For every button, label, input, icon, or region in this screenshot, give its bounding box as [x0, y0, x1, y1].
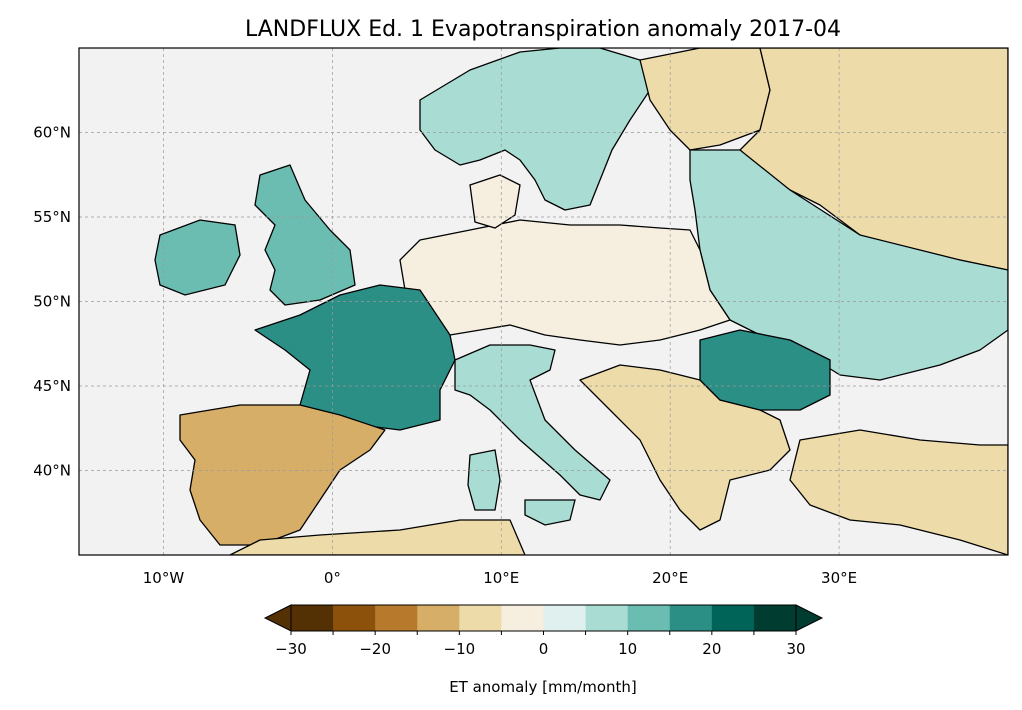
colorbar-tick-label: −30 — [275, 640, 307, 658]
colorbar-tick-label: −10 — [444, 640, 476, 658]
colorbar — [263, 604, 824, 632]
map-frame — [78, 47, 1009, 556]
region-finland — [639, 48, 771, 151]
colorbar-segment — [627, 605, 671, 631]
colorbar-tick-label: 30 — [786, 640, 805, 658]
region-turkey — [789, 429, 1008, 555]
region-sicily — [524, 499, 576, 526]
lon-tick-label: 10°W — [143, 569, 185, 587]
lon-tick-label: 20°E — [652, 569, 688, 587]
lon-tick-label: 30°E — [821, 569, 857, 587]
longitude-ticks: 10°W 0° 10°E 20°E 30°E — [143, 569, 857, 587]
colorbar-label: ET anomaly [mm/month] — [449, 678, 637, 696]
region-denmark — [469, 174, 521, 229]
colorbar-segment — [459, 605, 502, 631]
colorbar-segment — [585, 605, 629, 631]
colorbar-segment — [333, 605, 376, 631]
lat-tick-label: 45°N — [33, 377, 71, 395]
colorbar-segment — [669, 605, 713, 631]
colorbar-segment — [417, 605, 460, 631]
colorbar-tick-label: −20 — [359, 640, 391, 658]
region-italy — [454, 344, 611, 501]
colorbar-segment — [375, 605, 418, 631]
colorbar-ticks: −30 −20 −10 0 10 20 30 — [275, 631, 806, 658]
map-title: LANDFLUX Ed. 1 Evapotranspiration anomal… — [245, 17, 841, 42]
region-romania — [699, 329, 831, 411]
map-gridlines — [79, 48, 1008, 555]
region-sardinia — [467, 449, 501, 511]
lat-tick-label: 55°N — [33, 208, 71, 226]
colorbar-segment — [753, 605, 797, 631]
region-central-europe — [399, 219, 731, 346]
colorbar-extend-over — [795, 604, 824, 632]
region-iberia — [179, 404, 386, 546]
colorbar-segment — [501, 605, 544, 631]
region-ireland — [154, 219, 241, 296]
lat-tick-label: 40°N — [33, 462, 71, 480]
colorbar-tick-label: 20 — [702, 640, 721, 658]
region-france — [254, 284, 456, 431]
lat-tick-label: 50°N — [33, 293, 71, 311]
lat-tick-label: 60°N — [33, 124, 71, 142]
colorbar-segment — [711, 605, 755, 631]
colorbar-segment — [291, 605, 334, 631]
colorbar-tick-label: 10 — [618, 640, 637, 658]
colorbar-extend-under — [263, 604, 292, 632]
latitude-ticks: 60°N 55°N 50°N 45°N 40°N — [33, 124, 71, 480]
region-scandinavia — [419, 48, 651, 211]
lon-tick-label: 0° — [324, 569, 341, 587]
region-balkans — [579, 364, 791, 531]
region-british-isles — [254, 164, 356, 306]
lon-tick-label: 10°E — [483, 569, 519, 587]
region-north-africa — [229, 519, 526, 555]
land-layer — [154, 48, 1008, 555]
colorbar-tick-label: 0 — [539, 640, 549, 658]
colorbar-segment — [543, 605, 587, 631]
